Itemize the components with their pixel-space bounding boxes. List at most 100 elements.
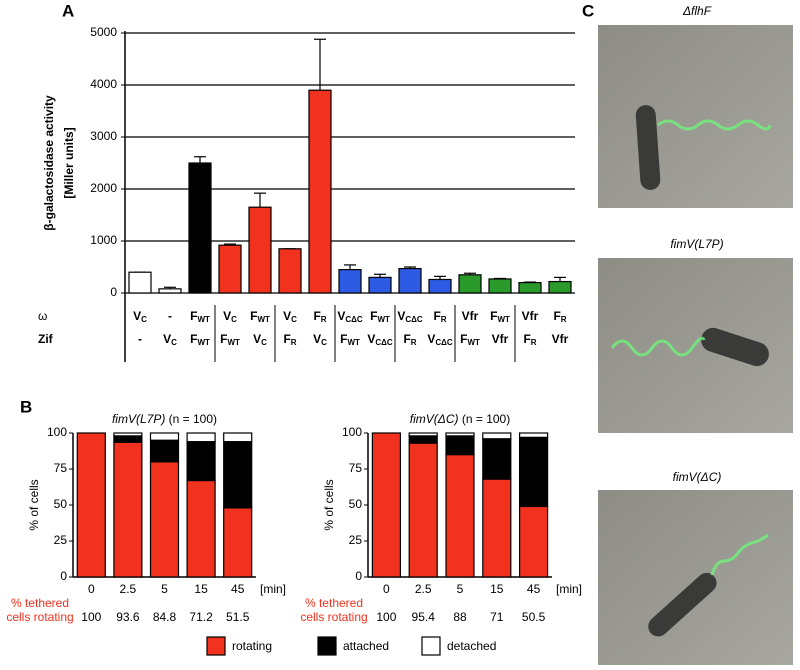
legend-label: detached (447, 639, 496, 653)
y-axis-label: % of cells (27, 479, 41, 530)
y-tick-label: 1000 (90, 233, 117, 247)
legend-swatch (317, 636, 337, 656)
label-base: F (190, 309, 197, 323)
label-base: Vfr (492, 332, 509, 346)
label-subscript: WT (197, 338, 210, 347)
y-tick-label: 0 (110, 285, 117, 299)
label-base: V (163, 332, 171, 346)
bar-segment (482, 438, 512, 480)
bar-segment (518, 432, 549, 438)
label-subscript: CΔC (375, 338, 393, 347)
rotating-value: 71.2 (189, 610, 213, 624)
label-base: F (190, 332, 197, 346)
y-tick-label: 50 (349, 497, 363, 511)
omega-label: FWT (250, 309, 270, 324)
label-base: F (553, 309, 560, 323)
y-tick-label: 0 (60, 569, 67, 583)
zif-label: Vfr (552, 332, 569, 346)
zif-label: Vfr (492, 332, 509, 346)
bar (338, 269, 362, 294)
label-base: V (337, 309, 345, 323)
rotating-value: 100 (376, 610, 396, 624)
bar (218, 244, 242, 294)
label-subscript: WT (377, 315, 390, 324)
x-tick-label: 0 (383, 582, 390, 596)
label-subscript: R (531, 338, 537, 347)
y-tick-label: 50 (54, 497, 68, 511)
omega-label: FWT (190, 309, 210, 324)
y-tick-label: 75 (349, 461, 363, 475)
y-tick-label: 5000 (90, 25, 117, 39)
zif-label: VC (253, 332, 267, 347)
bar (188, 162, 212, 294)
rotating-value: 93.6 (116, 610, 140, 624)
y-tick-label: 4000 (90, 77, 117, 91)
x-tick-label: 45 (231, 582, 245, 596)
label-subscript: R (561, 315, 567, 324)
label-base: F (250, 309, 257, 323)
label-base: V (427, 332, 435, 346)
bar (428, 278, 452, 294)
label-base: V (283, 309, 291, 323)
label-base: V (253, 332, 261, 346)
label-base: F (523, 332, 530, 346)
bar-segment (186, 441, 216, 482)
bar-segment (113, 432, 143, 437)
x-tick-label: 15 (490, 582, 504, 596)
image-title: fimV(L7P) (670, 237, 723, 251)
bar-segment (445, 432, 475, 437)
bar-segment (149, 439, 180, 463)
bar (278, 248, 302, 294)
label-base: - (168, 309, 172, 323)
label-base: V (367, 332, 375, 346)
label-base: F (433, 309, 440, 323)
row-label-line: cells rotating (300, 610, 367, 624)
panel-label: A (62, 1, 74, 20)
chart-title: fimV(L7P) (n = 100) (112, 412, 217, 426)
label-base: F (370, 309, 377, 323)
omega-label: VC (223, 309, 237, 324)
zif-label: VC (313, 332, 327, 347)
label-subscript: R (441, 315, 447, 324)
label-base: F (403, 332, 410, 346)
bar-segment (113, 435, 143, 443)
label-subscript: C (261, 338, 267, 347)
label-subscript: C (231, 315, 237, 324)
omega-label: VCΔC (397, 309, 423, 324)
bar-segment (482, 478, 512, 578)
panel-label: C (582, 1, 594, 20)
row-label-line: cells rotating (6, 610, 73, 624)
omega-label: FWT (370, 309, 390, 324)
bar-segment (223, 441, 253, 509)
row-label-line: % tethered (305, 596, 363, 610)
label-subscript: WT (227, 338, 240, 347)
bar (128, 271, 152, 294)
chart-title-rest: (n = 100) (462, 412, 510, 426)
label-subscript: WT (497, 315, 510, 324)
bar (368, 276, 392, 294)
bar-segment (518, 436, 549, 508)
bar-segment (445, 435, 475, 456)
label-subscript: CΔC (405, 315, 423, 324)
bar (248, 206, 272, 294)
omega-label: FR (433, 309, 446, 324)
rotating-value: 50.5 (522, 610, 546, 624)
panel-label: B (20, 397, 32, 416)
bar-segment (186, 479, 216, 578)
y-tick-label: 100 (342, 425, 362, 439)
omega-label: VC (133, 309, 147, 324)
label-base: F (220, 332, 227, 346)
label-base: F (490, 309, 497, 323)
y-axis-label-line: [Miller units] (62, 127, 76, 198)
label-base: V (397, 309, 405, 323)
label-base: Vfr (462, 309, 479, 323)
rotating-value: 100 (81, 610, 101, 624)
bar-segment (482, 432, 512, 440)
bar-segment (518, 505, 549, 578)
micrograph (598, 25, 793, 208)
row-label: % tethered cells rotating (6, 596, 73, 624)
x-tick-label: 2.5 (120, 582, 137, 596)
row-label: % tethered cells rotating (300, 596, 367, 624)
label-base: F (313, 309, 320, 323)
rotating-value: 95.4 (412, 610, 436, 624)
